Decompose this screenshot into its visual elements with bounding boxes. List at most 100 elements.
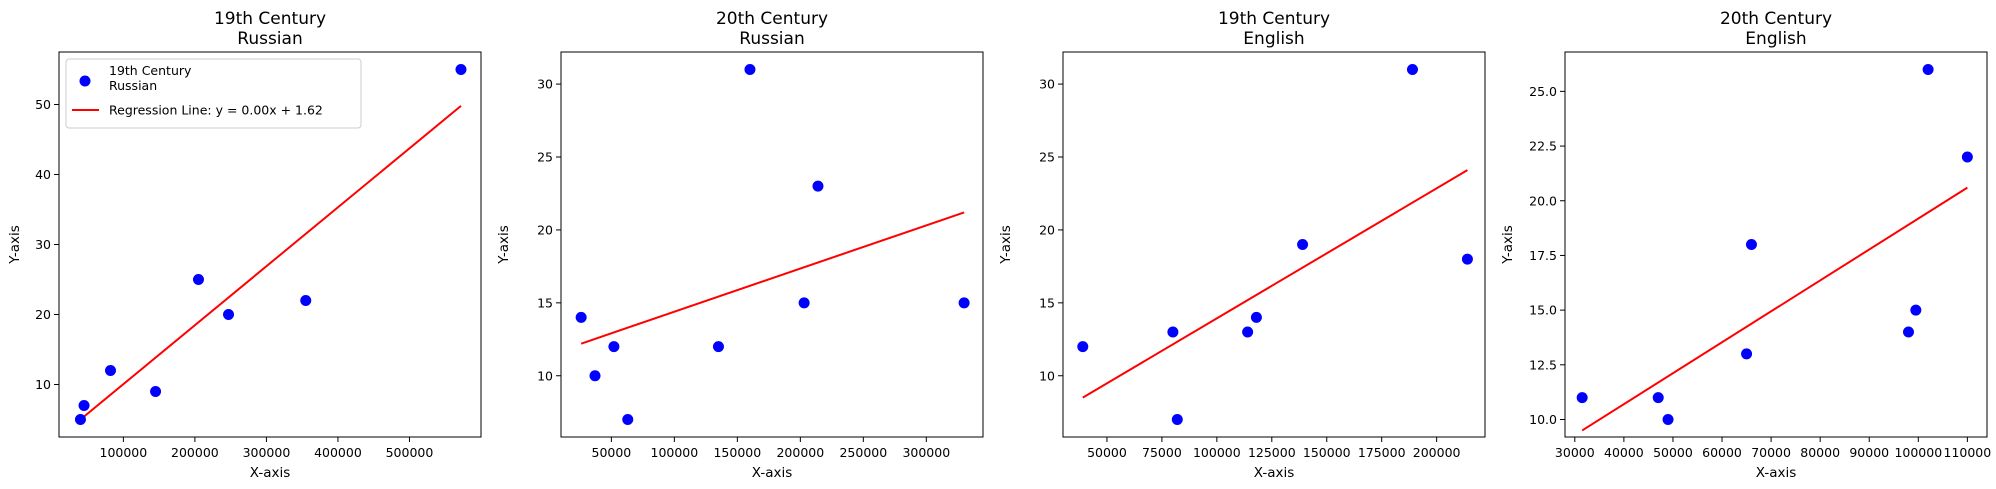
scatter-point (1922, 64, 1934, 75)
y-tick-label: 25 (537, 150, 553, 165)
scatter-point (712, 341, 724, 353)
scatter-point (1910, 304, 1922, 316)
x-axis-label: X-axis (752, 465, 793, 481)
y-axis-label: Y-axis (496, 225, 512, 265)
scatter-point (1171, 414, 1183, 425)
x-tick-label: 400000 (314, 445, 362, 460)
x-tick-label: 100000 (1193, 445, 1241, 460)
scatter-point (798, 297, 810, 309)
x-tick-label: 150000 (713, 445, 761, 460)
axes-frame (560, 51, 984, 438)
scatter-point (104, 365, 116, 376)
x-tick-label: 200000 (1413, 445, 1461, 460)
scatter-point (622, 414, 634, 425)
scatter-point (1902, 326, 1914, 338)
scatter-point (1576, 392, 1588, 404)
scatter-point (1662, 414, 1674, 425)
x-tick-label: 50000 (1087, 445, 1127, 460)
x-tick-label: 40000 (1604, 445, 1644, 460)
y-tick-label: 40 (35, 167, 51, 182)
y-tick-label: 15.0 (1529, 303, 1557, 318)
scatter-point (1250, 311, 1262, 323)
x-tick-label: 500000 (386, 445, 434, 460)
y-tick-label: 20 (537, 222, 553, 237)
scatter-point (74, 414, 86, 425)
axes-frame (1062, 51, 1486, 438)
y-tick-label: 20 (35, 307, 51, 322)
scatter-point (812, 180, 824, 192)
legend-label-scatter: 19th Century (109, 63, 192, 78)
scatter-point (300, 295, 312, 306)
scatter-point (223, 309, 235, 320)
scatter-point (1745, 239, 1757, 250)
y-tick-label: 50 (35, 97, 51, 112)
scatter-point (192, 274, 204, 285)
scatter-point (1242, 326, 1254, 338)
subplot-title-line: 20th Century (716, 9, 828, 29)
x-tick-label: 75000 (1142, 445, 1182, 460)
y-tick-label: 22.5 (1529, 139, 1557, 154)
y-tick-label: 20.0 (1529, 193, 1557, 208)
regression-line (1082, 169, 1468, 399)
x-tick-label: 110000 (1944, 445, 1992, 460)
scatter-point (575, 311, 587, 323)
legend-marker-scatter (79, 75, 91, 87)
x-axis-label: X-axis (1756, 465, 1797, 481)
scatter-point (958, 297, 970, 309)
x-tick-label: 125000 (1248, 445, 1296, 460)
x-tick-label: 50000 (592, 445, 632, 460)
scatter-point (150, 386, 162, 397)
subplot-title-line: English (1745, 29, 1806, 49)
y-tick-label: 17.5 (1529, 248, 1557, 263)
subplot-title-line: English (1243, 29, 1304, 49)
x-tick-label: 150000 (1303, 445, 1351, 460)
scatter-point (1297, 239, 1309, 250)
y-tick-label: 10 (35, 377, 51, 392)
y-tick-label: 30 (35, 237, 51, 252)
x-axis-label: X-axis (250, 465, 291, 481)
scatter-point (1077, 341, 1089, 353)
x-tick-label: 100000 (100, 445, 148, 460)
x-tick-label: 200000 (776, 445, 824, 460)
x-tick-label: 30000 (1555, 445, 1595, 460)
legend-label-scatter: Russian (109, 78, 157, 93)
subplot-title-line: Russian (237, 29, 302, 49)
x-tick-label: 60000 (1702, 445, 1742, 460)
scatter-point (78, 400, 90, 411)
x-tick-label: 175000 (1358, 445, 1406, 460)
y-tick-label: 30 (1039, 77, 1055, 92)
y-tick-label: 10 (1039, 368, 1055, 383)
x-tick-label: 300000 (902, 445, 950, 460)
x-tick-label: 80000 (1800, 445, 1840, 460)
x-tick-label: 100000 (1894, 445, 1942, 460)
legend-box (65, 58, 362, 129)
scatter-point (1961, 151, 1973, 163)
x-tick-label: 100000 (651, 445, 699, 460)
legend-label-line: Regression Line: y = 0.00x + 1.62 (109, 103, 323, 118)
x-axis-label: X-axis (1254, 465, 1295, 481)
scatter-point (1406, 64, 1418, 75)
subplot-title-line: Russian (739, 29, 804, 49)
subplot-title-line: 20th Century (1720, 9, 1832, 29)
scatter-point (1652, 392, 1664, 404)
scatter-point (455, 64, 467, 75)
axes-frame (1564, 51, 1988, 438)
scatter-point (1167, 326, 1179, 338)
y-tick-label: 10 (537, 368, 553, 383)
y-tick-label: 25.0 (1529, 84, 1557, 99)
y-tick-label: 15 (1039, 295, 1055, 310)
x-tick-label: 70000 (1751, 445, 1791, 460)
y-axis-label: Y-axis (998, 225, 1014, 265)
x-tick-label: 50000 (1653, 445, 1693, 460)
y-tick-label: 10.0 (1529, 412, 1557, 427)
y-axis-label: Y-axis (7, 225, 23, 265)
scatter-point (744, 64, 756, 75)
x-tick-label: 250000 (839, 445, 887, 460)
y-tick-label: 30 (537, 77, 553, 92)
y-axis-label: Y-axis (1500, 225, 1516, 265)
scatter-point (1741, 348, 1753, 360)
